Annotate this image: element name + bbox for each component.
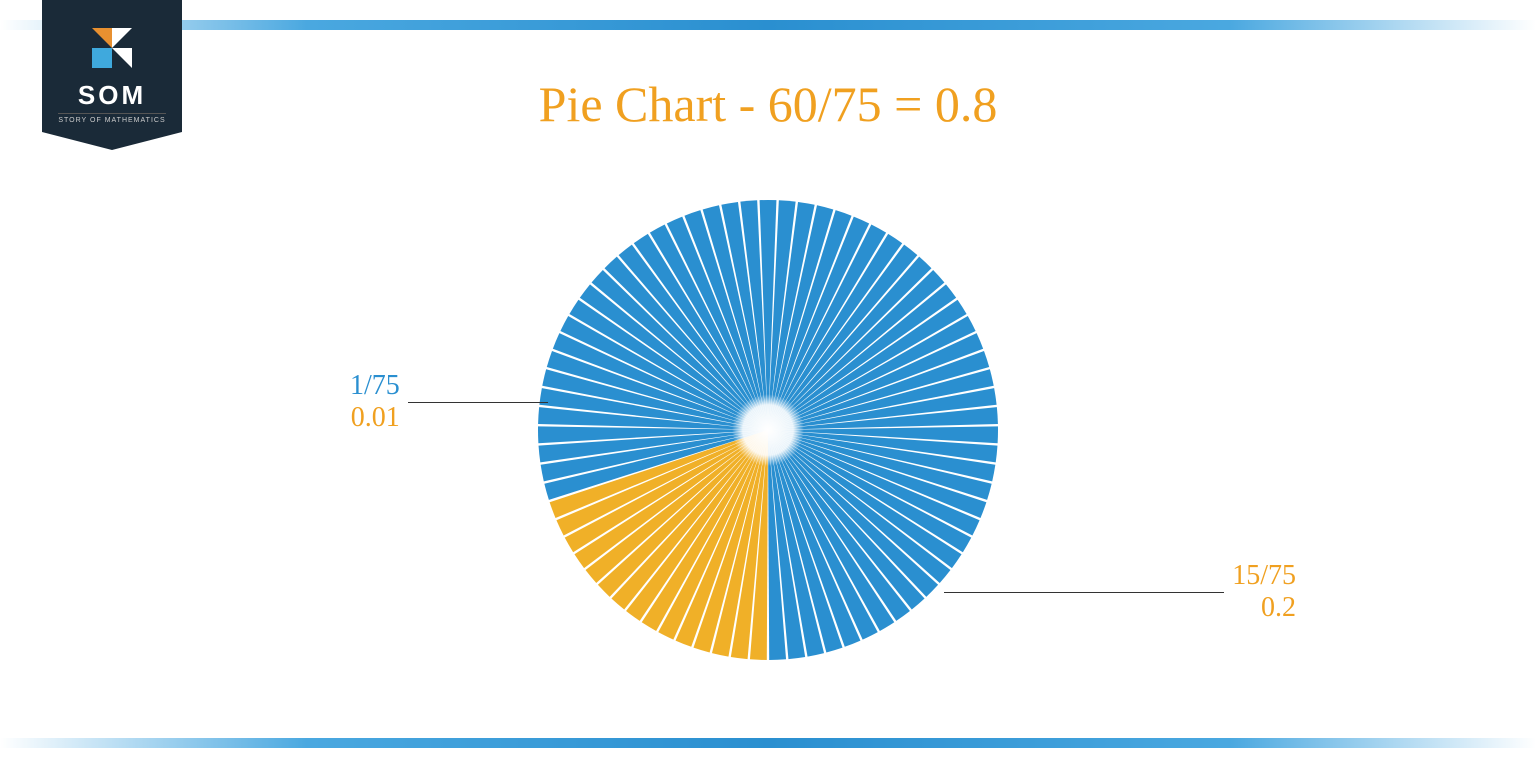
- label-slice-unit: 1/75 0.01: [350, 370, 400, 434]
- label-left-leader-line: [408, 402, 548, 403]
- label-minor-segment: 15/75 0.2: [1232, 560, 1296, 624]
- bottom-gradient-bar: [0, 738, 1536, 748]
- label-left-decimal: 0.01: [350, 402, 400, 434]
- pie-center-fade: [732, 394, 804, 466]
- label-right-fraction: 15/75: [1232, 560, 1296, 592]
- label-left-fraction: 1/75: [350, 370, 400, 402]
- label-right-decimal: 0.2: [1232, 592, 1296, 624]
- label-right-leader-line: [944, 592, 1224, 593]
- pie-chart: [538, 200, 998, 660]
- logo-icon: [90, 26, 134, 70]
- top-gradient-bar: [0, 20, 1536, 30]
- chart-title: Pie Chart - 60/75 = 0.8: [0, 75, 1536, 133]
